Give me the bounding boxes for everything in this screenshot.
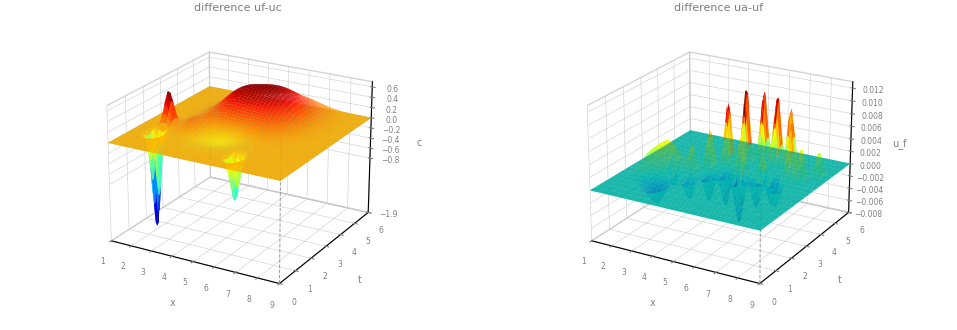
X-axis label: x: x [169, 298, 175, 308]
Y-axis label: t: t [358, 276, 362, 285]
Y-axis label: t: t [838, 276, 842, 285]
Title: difference uf-uc: difference uf-uc [194, 3, 282, 13]
X-axis label: x: x [650, 298, 656, 308]
Title: difference ua-uf: difference ua-uf [674, 3, 764, 13]
